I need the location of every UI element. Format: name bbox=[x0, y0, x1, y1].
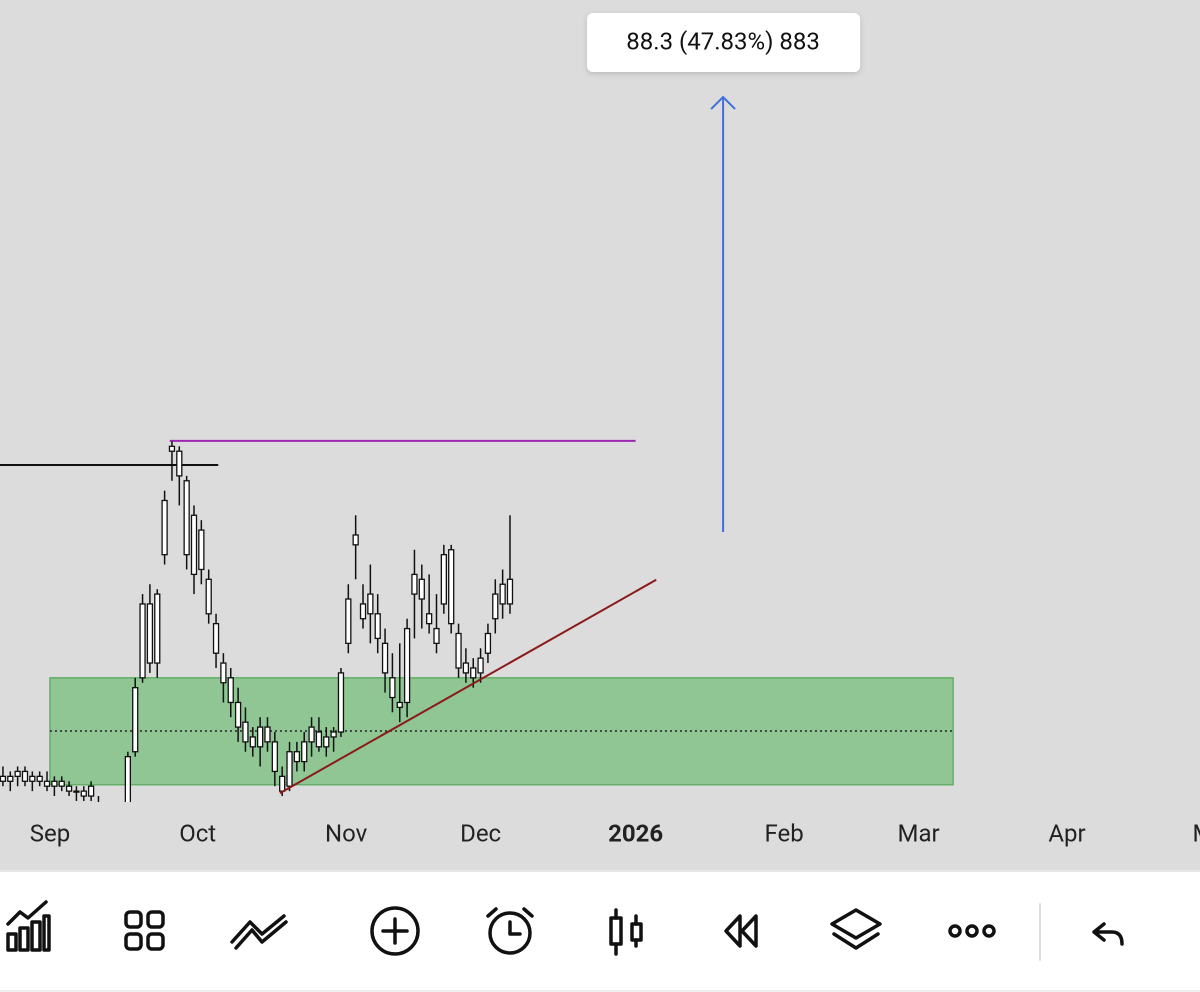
layers-button[interactable] bbox=[830, 908, 882, 950]
candle-body bbox=[330, 731, 337, 738]
candle-body bbox=[271, 741, 278, 773]
candle-body bbox=[396, 701, 403, 709]
candle-body bbox=[492, 593, 499, 620]
replay-button[interactable] bbox=[724, 914, 758, 948]
x-tick-label: M bbox=[1192, 819, 1200, 847]
candle-body bbox=[183, 480, 190, 556]
candle-body bbox=[205, 578, 212, 615]
candle-body bbox=[440, 554, 447, 605]
candle-body bbox=[21, 770, 29, 782]
undo-button[interactable] bbox=[1092, 922, 1124, 946]
trend-line bbox=[279, 578, 657, 794]
candle-body bbox=[51, 780, 58, 787]
candle-body bbox=[308, 726, 315, 743]
candle-body bbox=[279, 775, 286, 792]
x-tick-label: 2026 bbox=[608, 819, 663, 847]
annotations: 88.3 (47.83%) 883 bbox=[587, 13, 861, 533]
candle-body bbox=[36, 775, 43, 782]
candle-body bbox=[455, 632, 462, 669]
drawing-tools-button[interactable] bbox=[230, 914, 288, 950]
candle-body bbox=[146, 603, 154, 664]
x-tick-label: Oct bbox=[179, 819, 216, 847]
candle-body bbox=[315, 731, 323, 748]
chart[interactable]: Sep Oct Nov Dec 2026 Feb Mar Apr M 88.3 (47.83%)… bbox=[0, 0, 1200, 870]
candle-body bbox=[14, 770, 21, 778]
indicators-button[interactable] bbox=[6, 900, 51, 952]
candle-body bbox=[154, 593, 161, 664]
x-tick-label: Dec bbox=[460, 819, 501, 847]
candle-body bbox=[161, 499, 168, 556]
candle-body bbox=[462, 662, 470, 674]
candle-body bbox=[0, 775, 7, 782]
plot-area bbox=[0, 439, 954, 802]
candle-body bbox=[345, 598, 352, 644]
candle-body bbox=[212, 622, 220, 654]
candle-body bbox=[176, 450, 183, 477]
chart-type-button[interactable] bbox=[609, 908, 643, 956]
candle-body bbox=[249, 736, 256, 748]
candle-body bbox=[286, 751, 293, 787]
candle-body bbox=[403, 627, 411, 704]
candle-body bbox=[220, 662, 227, 684]
candle-body bbox=[499, 583, 506, 605]
candle-body bbox=[190, 514, 198, 576]
candle-body bbox=[227, 677, 234, 704]
add-button[interactable] bbox=[370, 906, 420, 956]
candle-body bbox=[418, 578, 425, 600]
candle-body bbox=[433, 627, 440, 644]
candle-body bbox=[139, 603, 146, 679]
layout-button[interactable] bbox=[124, 910, 165, 951]
candle-body bbox=[7, 775, 14, 782]
candle-body bbox=[477, 657, 484, 674]
candle-body bbox=[411, 573, 418, 595]
arrow-head bbox=[710, 95, 736, 110]
candle-body bbox=[132, 687, 139, 753]
x-tick-label: Sep bbox=[30, 819, 70, 847]
candle-body bbox=[168, 445, 176, 452]
candle-body bbox=[367, 593, 374, 615]
candle-body bbox=[337, 672, 345, 733]
candle-body bbox=[425, 613, 433, 625]
candle-body bbox=[301, 741, 308, 763]
candle-body bbox=[352, 534, 359, 546]
candle-body bbox=[264, 726, 271, 743]
toolbar-icons bbox=[6, 900, 1124, 961]
candle-body bbox=[58, 780, 65, 787]
candle-body bbox=[80, 790, 87, 797]
candle-body bbox=[124, 756, 132, 802]
candle-body bbox=[234, 701, 242, 728]
measure-label: 88.3 (47.83%) 883 bbox=[626, 27, 820, 55]
candle-body bbox=[323, 736, 330, 748]
candle-body bbox=[73, 790, 80, 793]
candle-body bbox=[484, 632, 492, 654]
alert-button[interactable] bbox=[486, 907, 534, 955]
candle-body bbox=[256, 726, 264, 748]
candle-body bbox=[242, 721, 249, 743]
x-tick-label: Mar bbox=[897, 819, 939, 847]
measure-label-box bbox=[587, 13, 861, 72]
candle-body bbox=[359, 603, 367, 620]
candle-body bbox=[65, 785, 73, 792]
x-tick-label: Apr bbox=[1048, 819, 1085, 847]
candle-body bbox=[198, 529, 205, 571]
candle-body bbox=[43, 780, 51, 787]
candle-body bbox=[374, 613, 381, 640]
candle-body bbox=[448, 549, 455, 625]
x-tick-label: Feb bbox=[764, 819, 803, 847]
x-tick-label: Nov bbox=[325, 819, 368, 847]
toolbar bbox=[0, 870, 1200, 992]
candle-body bbox=[29, 775, 36, 782]
candle-body bbox=[506, 578, 514, 605]
x-axis: Sep Oct Nov Dec 2026 Feb Mar Apr M bbox=[30, 819, 1200, 847]
candle-body bbox=[381, 642, 389, 674]
candle-body bbox=[293, 751, 301, 763]
more-button[interactable] bbox=[948, 924, 996, 938]
candle-body bbox=[470, 667, 477, 679]
candle-body bbox=[389, 677, 396, 699]
candle-body bbox=[87, 785, 95, 797]
